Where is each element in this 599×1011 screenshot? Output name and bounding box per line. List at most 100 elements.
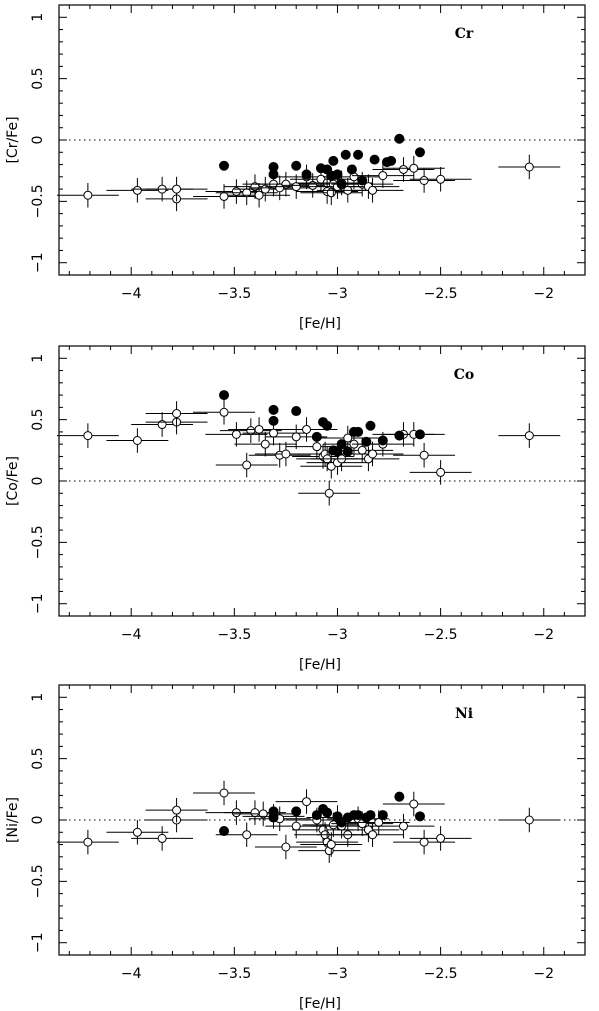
y-tick-label: −0.5 xyxy=(30,184,46,218)
data-point-filled xyxy=(346,164,357,175)
x-tick-label: −3 xyxy=(327,286,348,302)
data-point-filled xyxy=(268,415,279,426)
data-point-filled xyxy=(219,160,230,171)
x-tick-label: −4 xyxy=(121,966,142,982)
y-tick-label: −0.5 xyxy=(30,525,46,559)
data-point-open xyxy=(205,422,268,447)
open-circle-marker xyxy=(302,797,312,807)
x-tick-label: −3 xyxy=(327,966,348,982)
x-tick-label: −3 xyxy=(327,627,348,643)
x-tick-label: −3.5 xyxy=(217,627,251,643)
data-point-open xyxy=(372,157,435,182)
open-circle-marker xyxy=(132,827,142,837)
x-tick-label: −2 xyxy=(533,286,554,302)
open-circle-marker xyxy=(291,182,301,192)
data-point-filled xyxy=(365,420,376,431)
open-circle-marker xyxy=(436,174,446,184)
panel-ni: −4 −3.5 −3 −2.5 −2 −1 −0.5 0 0.5 1 [Fe/H] [Ni/Fe] Ni xyxy=(5,684,586,1011)
data-point-open xyxy=(382,791,445,817)
data-point-open xyxy=(56,182,119,208)
open-circle-marker xyxy=(409,163,419,173)
open-circle-marker xyxy=(172,805,182,815)
data-point-open xyxy=(498,807,561,833)
y-axis-title: [Co/Fe] xyxy=(5,456,21,506)
panel-co: −4 −3.5 −3 −2.5 −2 −1 −0.5 0 0.5 1 [Fe/H] [Co/Fe] Co xyxy=(5,345,586,673)
data-point-open xyxy=(382,155,445,181)
y-tick-label: 1 xyxy=(30,693,46,702)
open-circle-marker xyxy=(312,442,322,452)
open-circle-marker xyxy=(436,467,446,477)
data-point-open xyxy=(275,789,338,814)
open-circle-marker xyxy=(357,445,367,455)
open-circle-marker xyxy=(83,837,93,847)
data-point-filled xyxy=(414,429,425,440)
x-tick-label: −3.5 xyxy=(217,286,251,302)
data-point-filled xyxy=(291,406,302,417)
x-tick-label: −4 xyxy=(121,286,142,302)
plot-frame xyxy=(58,4,586,276)
data-point-open xyxy=(145,797,208,823)
data-point-open xyxy=(372,813,435,839)
data-point-filled xyxy=(336,439,347,450)
open-circle-marker xyxy=(242,460,252,470)
data-point-filled xyxy=(336,179,347,190)
data-point-open xyxy=(409,167,472,192)
data-point-filled xyxy=(332,169,343,180)
panel-cr: −4 −3.5 −3 −2.5 −2 −1 −0.5 0 0.5 1 [Fe/H] [Cr/Fe] Cr xyxy=(5,4,586,332)
open-circle-marker xyxy=(250,808,260,818)
element-label: Ni xyxy=(455,706,473,722)
open-circle-marker xyxy=(281,842,291,852)
data-point-open xyxy=(254,834,317,860)
data-point-open xyxy=(145,176,208,202)
data-point-filled xyxy=(268,404,279,415)
data-point-filled xyxy=(414,811,425,822)
open-circle-marker xyxy=(219,191,229,201)
y-tick-label: 1 xyxy=(30,354,46,363)
open-circle-marker xyxy=(409,799,419,809)
open-circle-marker xyxy=(254,190,264,200)
data-point-open xyxy=(341,178,404,203)
open-circle-marker xyxy=(157,833,167,843)
data-point-open xyxy=(56,423,119,448)
data-point-open xyxy=(131,826,194,851)
x-axis-title: [Fe/H] xyxy=(299,996,341,1011)
data-point-filled xyxy=(291,806,302,817)
open-circle-marker xyxy=(219,407,229,417)
data-point-filled xyxy=(219,826,230,837)
data-point-open xyxy=(145,401,208,426)
open-circle-marker xyxy=(524,431,534,441)
data-point-open xyxy=(393,442,456,468)
open-circle-marker xyxy=(231,429,241,439)
open-circle-marker xyxy=(172,184,182,194)
data-point-open xyxy=(232,801,295,827)
open-circle-marker xyxy=(343,433,353,443)
open-circle-marker xyxy=(368,449,378,459)
x-tick-label: −2 xyxy=(533,966,554,982)
x-tick-label: −2.5 xyxy=(424,286,458,302)
data-point-open xyxy=(382,422,445,447)
data-point-open xyxy=(106,820,169,845)
y-tick-label: −1 xyxy=(30,593,46,614)
data-point-open xyxy=(393,829,456,855)
data-point-filled xyxy=(386,155,397,166)
y-axis-title: [Cr/Fe] xyxy=(5,116,21,163)
x-axis-title: [Fe/H] xyxy=(299,657,341,673)
data-point-open xyxy=(337,174,400,199)
data-point-filled xyxy=(322,420,333,431)
y-tick-label: 0 xyxy=(30,136,46,145)
open-circle-marker xyxy=(524,815,534,825)
data-point-open xyxy=(298,481,361,506)
data-point-filled xyxy=(219,390,230,401)
data-point-filled xyxy=(353,149,364,160)
x-tick-label: −2 xyxy=(533,627,554,643)
data-point-open xyxy=(498,154,561,180)
data-point-filled xyxy=(394,133,405,144)
data-point-filled xyxy=(332,446,343,457)
data-point-open xyxy=(341,822,404,847)
data-point-open xyxy=(106,428,169,453)
open-circle-marker xyxy=(132,436,142,445)
open-circle-marker xyxy=(324,488,334,498)
open-circle-marker xyxy=(269,428,279,438)
open-circle-marker xyxy=(83,190,93,200)
